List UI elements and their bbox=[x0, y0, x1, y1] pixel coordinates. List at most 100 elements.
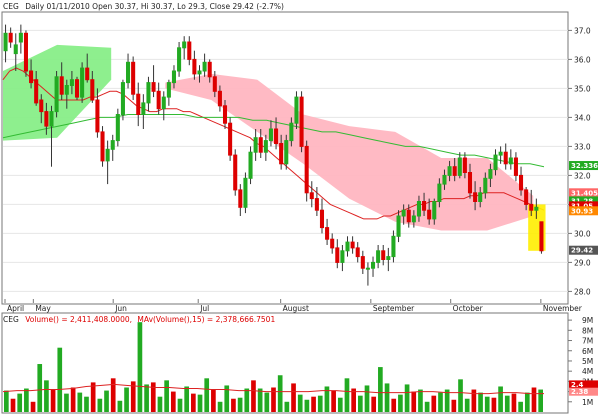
candle-body-up bbox=[365, 267, 370, 270]
candle bbox=[319, 198, 325, 234]
candle-body-up bbox=[437, 183, 442, 203]
candle-body-up bbox=[243, 177, 248, 208]
candle bbox=[39, 94, 44, 124]
candle bbox=[80, 62, 85, 103]
volume-bar bbox=[17, 393, 23, 412]
candle-body-up bbox=[401, 209, 406, 217]
volume-bar bbox=[518, 401, 523, 412]
candle bbox=[222, 100, 228, 129]
volume-bar bbox=[297, 394, 303, 412]
candle-body-down bbox=[299, 96, 304, 147]
candle bbox=[284, 134, 289, 170]
volume-bar bbox=[304, 399, 310, 412]
volume-tick-label: 5M bbox=[582, 357, 593, 366]
candle bbox=[34, 71, 39, 106]
candle bbox=[513, 152, 518, 182]
candle bbox=[192, 50, 197, 80]
candle bbox=[29, 59, 34, 89]
candle bbox=[350, 236, 355, 254]
volume-bar bbox=[224, 385, 230, 412]
volume-bar bbox=[271, 387, 276, 412]
candle-body-down bbox=[325, 227, 330, 240]
volume-bar bbox=[244, 388, 250, 412]
candle bbox=[274, 117, 279, 150]
candle bbox=[18, 24, 23, 54]
candle bbox=[345, 236, 350, 257]
volume-bar bbox=[384, 383, 390, 412]
candle-body-up bbox=[411, 215, 416, 223]
candle bbox=[8, 27, 13, 48]
candle-body-down bbox=[524, 189, 529, 205]
candle bbox=[519, 166, 524, 196]
moving-average-line bbox=[2, 114, 545, 168]
candle-body-down bbox=[23, 32, 28, 72]
candle-body-up bbox=[488, 169, 493, 179]
month-label: Jul bbox=[199, 304, 209, 313]
candle bbox=[212, 71, 217, 98]
volume-bar bbox=[504, 395, 510, 412]
price-tag-box bbox=[569, 196, 598, 206]
candle bbox=[115, 108, 120, 147]
candle bbox=[314, 187, 319, 216]
candle bbox=[447, 160, 452, 182]
candle-body-up bbox=[534, 206, 539, 211]
candle-body-down bbox=[355, 247, 360, 258]
volume-bar bbox=[64, 393, 69, 412]
candle bbox=[258, 129, 263, 158]
candle bbox=[360, 250, 365, 274]
volume-bar bbox=[471, 389, 477, 412]
volume-bar bbox=[531, 387, 537, 412]
candle-body-up bbox=[161, 96, 166, 110]
month-label: April bbox=[7, 304, 24, 313]
candle bbox=[64, 79, 69, 109]
candle-body-up bbox=[64, 85, 69, 95]
candle-body-up bbox=[396, 215, 401, 237]
candle bbox=[85, 53, 90, 83]
price-tag-box bbox=[569, 206, 598, 216]
volume-bar bbox=[378, 367, 383, 412]
candle-body-down bbox=[309, 192, 314, 200]
price-tag-label: 32.3368 bbox=[571, 162, 600, 170]
candle bbox=[253, 129, 258, 161]
candle bbox=[427, 198, 432, 225]
candle bbox=[263, 134, 268, 161]
candle bbox=[335, 239, 340, 269]
candle-body-up bbox=[197, 70, 202, 75]
price-tag: 32.3368 bbox=[569, 161, 600, 171]
candle-body-down bbox=[34, 79, 39, 104]
candle-body-up bbox=[110, 140, 115, 150]
volume-bar bbox=[458, 379, 463, 412]
volume-bar bbox=[150, 382, 156, 412]
candle-body-down bbox=[539, 221, 544, 252]
volume-bar bbox=[4, 390, 9, 412]
candle-body-down bbox=[238, 189, 243, 208]
volume-value: Volume() = 2,411,408.0000, bbox=[25, 315, 132, 324]
volume-tag-box bbox=[569, 380, 598, 389]
candle bbox=[105, 140, 110, 185]
candle-body-down bbox=[360, 256, 365, 269]
volume-tag: 2.4 bbox=[569, 380, 598, 389]
candle-body-down bbox=[274, 128, 279, 144]
candle-body-up bbox=[284, 140, 289, 165]
candle bbox=[467, 163, 473, 199]
candle-body-down bbox=[131, 61, 136, 95]
price-tag-label: 31.405 bbox=[571, 189, 598, 197]
candle-body-up bbox=[3, 32, 8, 52]
candle-body-down bbox=[90, 79, 95, 101]
volume-bar bbox=[211, 389, 216, 412]
candle bbox=[386, 247, 391, 272]
candle-body-down bbox=[156, 90, 161, 110]
month-label: October bbox=[453, 304, 484, 313]
candle bbox=[376, 245, 381, 269]
volume-bar bbox=[277, 375, 283, 412]
candle bbox=[294, 91, 299, 129]
volume-bar bbox=[124, 387, 129, 412]
candle-body-up bbox=[13, 44, 18, 55]
candle bbox=[120, 79, 125, 121]
volume-bar bbox=[184, 386, 190, 412]
volume-title: CEG Volume() = 2,411,408.0000, MAv(Volum… bbox=[3, 315, 275, 324]
candle bbox=[217, 85, 222, 112]
candle bbox=[13, 33, 18, 71]
candle bbox=[187, 36, 192, 66]
volume-bar bbox=[371, 396, 377, 412]
